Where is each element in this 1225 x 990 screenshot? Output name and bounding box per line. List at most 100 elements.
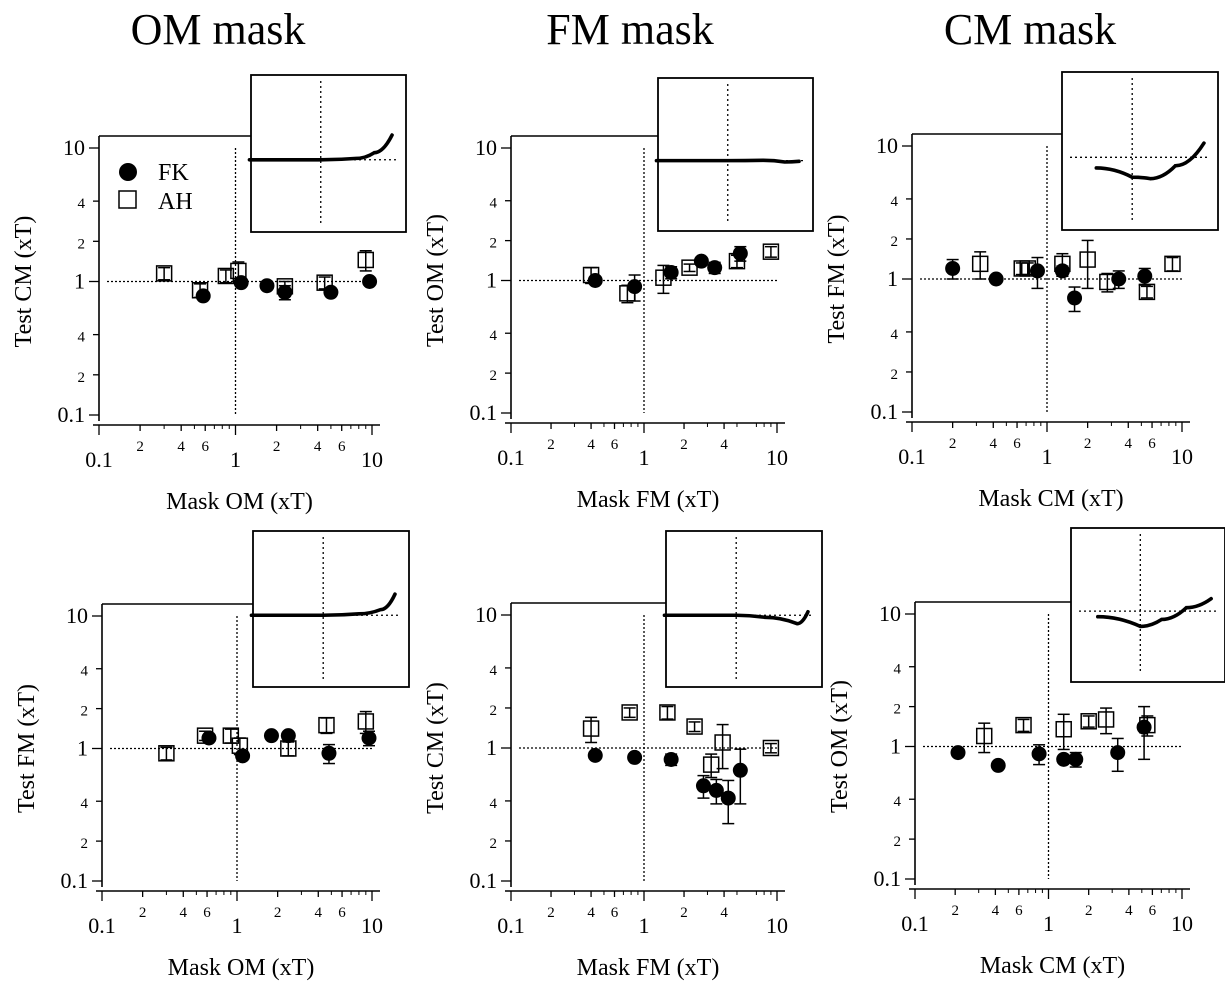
inset-frame — [657, 77, 814, 232]
x-axis-label: Mask OM (xT) — [168, 955, 315, 981]
y-tick-label: 2 — [78, 370, 86, 386]
x-tick-label: 6 — [338, 905, 346, 921]
ah-point — [1139, 716, 1156, 734]
ah-point — [158, 745, 175, 762]
fk-point — [707, 260, 723, 276]
ah-point — [582, 720, 600, 737]
fk-point — [321, 745, 337, 761]
x-tick-label: 2 — [680, 905, 688, 921]
ah-point — [1015, 716, 1032, 734]
y-tick-label: 1 — [890, 734, 901, 759]
y-axis-label: Test CM (xT) — [11, 216, 37, 348]
y-tick-label: 1 — [887, 266, 898, 291]
y-tick-label: 4 — [78, 196, 86, 212]
fk-point — [587, 747, 603, 763]
inset-curve — [249, 592, 397, 618]
y-tick-label: 2 — [81, 836, 89, 852]
y-tick-label: 4 — [891, 327, 899, 343]
y-axis-label: Test CM (xT) — [423, 682, 449, 814]
ah-point — [217, 267, 235, 285]
legend-fk-marker — [119, 163, 137, 181]
fk-point — [988, 271, 1004, 287]
fk-point — [663, 751, 679, 767]
x-axis-label: Mask FM (xT) — [577, 487, 720, 513]
x-tick-label: 2 — [274, 905, 282, 921]
x-tick-label: 6 — [338, 439, 346, 455]
x-tick-label: 2 — [139, 905, 147, 921]
x-tick-label: 4 — [587, 437, 595, 453]
y-tick-label: 2 — [490, 236, 498, 252]
legend: FK AH — [118, 160, 193, 215]
fk-point — [587, 273, 603, 288]
fk-point — [263, 728, 279, 744]
inset — [662, 530, 823, 688]
ah-point — [728, 252, 746, 270]
ah-point — [155, 265, 173, 282]
ah-point — [975, 727, 993, 745]
y-tick-label: 2 — [490, 836, 498, 852]
x-tick-label: 4 — [315, 905, 323, 921]
x-tick-label: 10 — [766, 913, 788, 938]
x-tick-label: 2 — [136, 439, 144, 455]
ah-point — [280, 740, 297, 757]
x-tick-label: 1 — [230, 447, 241, 472]
x-tick-label: 1 — [1043, 911, 1054, 936]
fk-point — [693, 253, 709, 269]
y-tick-label: 1 — [486, 268, 497, 293]
y-tick-label: 0.1 — [61, 868, 89, 893]
x-tick-label: 10 — [766, 445, 788, 470]
fk-point — [627, 749, 643, 765]
inset-frame — [665, 530, 823, 688]
legend-ah-marker — [118, 190, 137, 209]
ah-point — [196, 727, 214, 744]
inset — [249, 530, 410, 688]
x-tick-label: 2 — [273, 439, 281, 455]
x-axis-label: Mask CM (xT) — [978, 486, 1123, 512]
fk-point — [195, 288, 211, 304]
x-tick-label: 6 — [201, 439, 209, 455]
x-tick-label: 2 — [547, 437, 555, 453]
ah-point — [357, 713, 375, 730]
x-tick-label: 2 — [680, 437, 688, 453]
x-tick-label: 1 — [639, 913, 650, 938]
fk-point — [362, 274, 378, 289]
ah-point — [1099, 273, 1116, 291]
ah-point — [762, 739, 780, 757]
x-tick-label: 0.1 — [901, 911, 929, 936]
y-tick-label: 1 — [74, 269, 85, 294]
ah-point — [1138, 283, 1156, 301]
y-axis-label: Test FM (xT) — [14, 684, 40, 813]
ah-point — [357, 251, 375, 269]
inset — [247, 74, 407, 233]
y-tick-label: 10 — [475, 602, 497, 627]
fk-point — [1068, 751, 1084, 767]
y-tick-label: 10 — [475, 135, 497, 160]
fk-point — [1056, 751, 1072, 767]
y-tick-label: 10 — [63, 135, 85, 160]
y-tick-label: 2 — [81, 704, 89, 720]
y-tick-label: 0.1 — [874, 866, 902, 891]
x-tick-label: 4 — [1125, 903, 1133, 919]
y-tick-label: 2 — [78, 236, 86, 252]
ah-point — [702, 756, 720, 773]
ah-point — [1164, 255, 1181, 273]
inset-curve — [1096, 596, 1213, 629]
ah-point — [231, 737, 249, 754]
x-tick-label: 4 — [180, 905, 188, 921]
x-tick-label: 4 — [177, 439, 185, 455]
x-tick-label: 6 — [1149, 903, 1157, 919]
ah-point — [655, 269, 672, 286]
fk-point — [945, 260, 961, 276]
y-tick-label: 2 — [891, 367, 899, 383]
fk-point — [1110, 745, 1126, 761]
x-tick-label: 4 — [990, 436, 998, 452]
y-axis-label: Test OM (xT) — [423, 214, 449, 347]
x-tick-label: 4 — [992, 903, 1000, 919]
ah-point — [230, 262, 247, 280]
y-tick-label: 4 — [81, 796, 89, 812]
y-tick-label: 4 — [894, 794, 902, 810]
